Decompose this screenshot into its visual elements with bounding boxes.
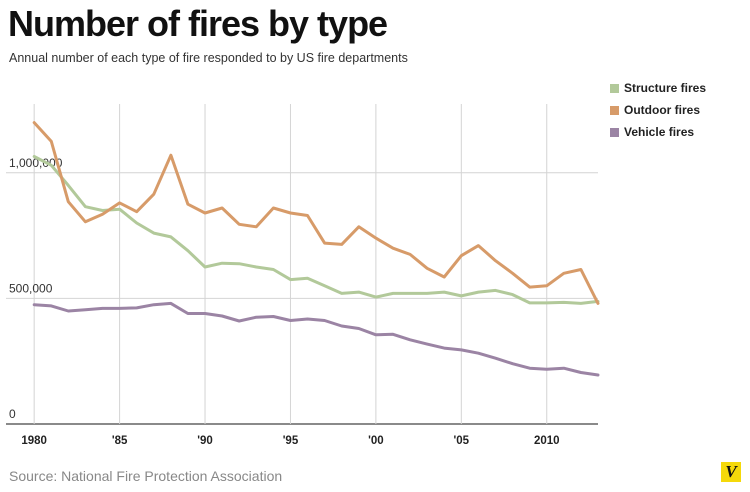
legend-swatch xyxy=(610,106,619,115)
vox-logo-icon: V xyxy=(721,462,741,482)
series-line-structure-fires xyxy=(32,155,600,305)
legend-label: Structure fires xyxy=(624,81,706,95)
x-tick-label: '05 xyxy=(454,435,470,447)
series-lines xyxy=(32,121,600,377)
chart-title: Number of fires by type xyxy=(8,3,388,44)
y-tick-label: 1,000,000 xyxy=(9,156,63,170)
x-tick-label: '90 xyxy=(197,435,213,447)
chart-subtitle: Annual number of each type of fire respo… xyxy=(9,51,408,65)
legend-label: Outdoor fires xyxy=(624,103,700,117)
x-axis-ticks: 1980 '85 '90 '95 '00 '05 2010 xyxy=(21,435,559,447)
x-tick-label: 1980 xyxy=(21,435,47,447)
x-tick-label: '00 xyxy=(368,435,384,447)
y-tick-label: 500,000 xyxy=(9,281,53,295)
legend: Structure fires Outdoor fires Vehicle fire… xyxy=(610,81,706,139)
legend-swatch xyxy=(610,128,619,137)
x-tick-label: '85 xyxy=(112,435,128,447)
source-note: Source: National Fire Protection Associa… xyxy=(9,468,283,484)
y-axis-ticks: 0 500,000 1,000,000 xyxy=(9,156,63,421)
series-line-outdoor-fires xyxy=(32,121,600,305)
legend-swatch xyxy=(610,84,619,93)
gridlines xyxy=(6,104,598,425)
x-tick-label: '95 xyxy=(283,435,299,447)
y-tick-label: 0 xyxy=(9,407,16,421)
x-tick-label: 2010 xyxy=(534,435,560,447)
legend-label: Vehicle fires xyxy=(624,125,694,139)
series-line-vehicle-fires xyxy=(32,301,600,377)
